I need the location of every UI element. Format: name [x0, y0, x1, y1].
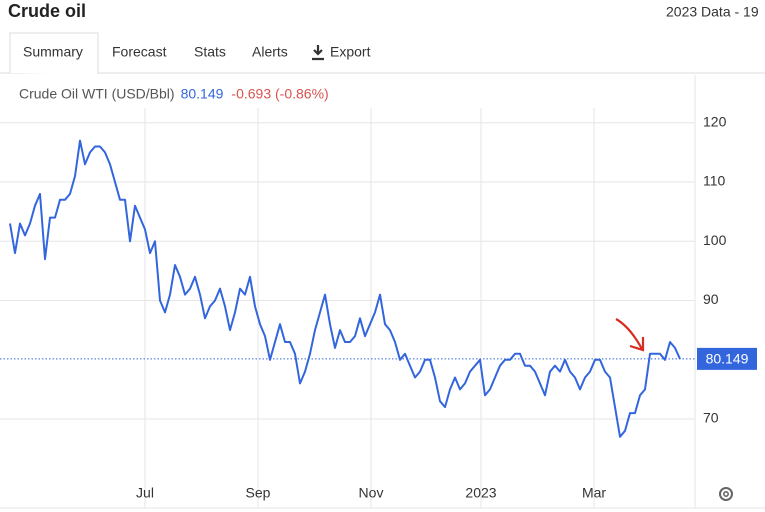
x-tick-label: Jul — [136, 485, 154, 501]
y-tick-label: 90 — [703, 291, 719, 307]
page-title: Crude oil — [8, 1, 86, 21]
y-tick-label: 70 — [703, 410, 719, 426]
last-value-label: 80.149 — [706, 351, 749, 367]
last-value: 80.149 — [181, 86, 224, 102]
y-tick-label: 100 — [703, 232, 727, 248]
tab[interactable]: Forecast — [112, 44, 167, 60]
x-tick-label: 2023 — [465, 485, 496, 501]
y-tick-label: 110 — [703, 173, 726, 189]
data-label: 2023 Data - 19 — [666, 4, 759, 20]
price-line — [9, 139, 681, 438]
series-name: Crude Oil WTI (USD/Bbl) — [19, 86, 175, 102]
last-value-box — [697, 347, 757, 370]
tab[interactable]: Alerts — [252, 44, 288, 60]
y-tick-label: 120 — [703, 114, 727, 130]
x-tick-label: Sep — [246, 485, 271, 501]
legend: Crude Oil WTI (USD/Bbl) 80.149 -0.693 (-… — [19, 86, 329, 102]
x-tick-label: Nov — [359, 485, 384, 501]
settings-icon[interactable] — [719, 487, 733, 501]
x-tick-label: Mar — [582, 485, 606, 501]
annotation-arrow — [615, 318, 645, 352]
active-tab — [9, 32, 99, 74]
tab[interactable]: Stats — [194, 44, 226, 60]
tab[interactable]: Summary — [23, 44, 83, 60]
export-icon — [312, 45, 324, 61]
change: -0.693 (-0.86%) — [231, 86, 328, 102]
tab[interactable]: Export — [330, 44, 371, 60]
